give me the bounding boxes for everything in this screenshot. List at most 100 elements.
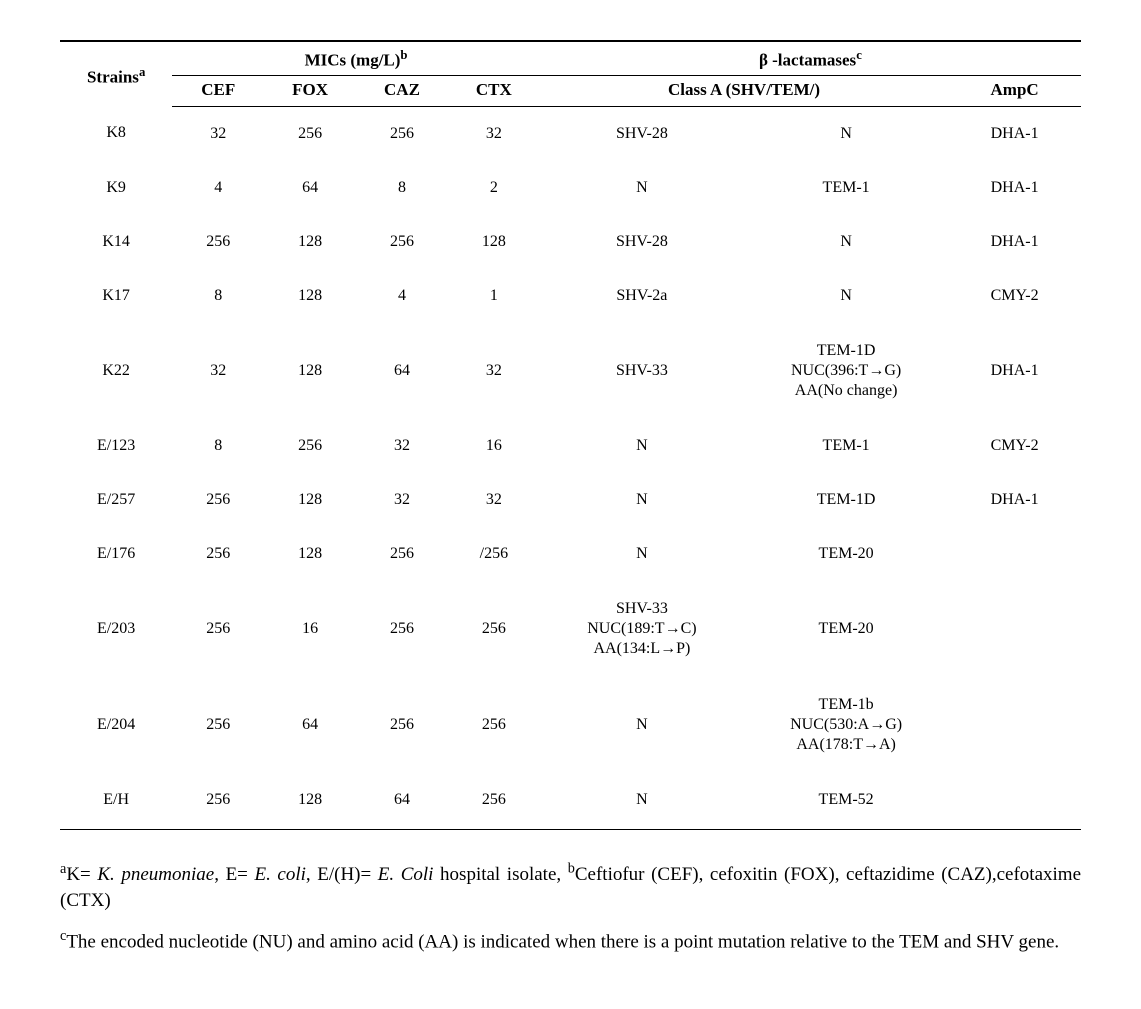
cell-ampc: DHA-1 [948, 473, 1081, 527]
footnote-c: cThe encoded nucleotide (NU) and amino a… [60, 927, 1081, 955]
cell-fox: 128 [264, 473, 356, 527]
header-beta-text: β -lactamases [759, 51, 856, 70]
cell-ampc [948, 581, 1081, 677]
header-ctx: CTX [448, 75, 540, 106]
cell-tem: TEM-1DNUC(396:T→G)AA(No change) [744, 323, 948, 419]
cell-ampc [948, 773, 1081, 830]
cell-fox: 256 [264, 419, 356, 473]
cell-fox: 64 [264, 677, 356, 773]
cell-ampc: DHA-1 [948, 161, 1081, 215]
cell-fox: 128 [264, 269, 356, 323]
cell-ctx: 256 [448, 677, 540, 773]
header-cef: CEF [172, 75, 264, 106]
cell-strain: K17 [60, 269, 172, 323]
cell-cef: 4 [172, 161, 264, 215]
cell-cef: 8 [172, 419, 264, 473]
cell-strain: E/203 [60, 581, 172, 677]
header-fox: FOX [264, 75, 356, 106]
table-row: E/12382563216NTEM-1CMY-2 [60, 419, 1081, 473]
cell-caz: 4 [356, 269, 448, 323]
table-row: E/20425664256256NTEM-1bNUC(530:A→G)AA(17… [60, 677, 1081, 773]
cell-ampc [948, 677, 1081, 773]
table-row: E/2572561283232NTEM-1DDHA-1 [60, 473, 1081, 527]
cell-ctx: 32 [448, 323, 540, 419]
cell-cef: 32 [172, 106, 264, 161]
cell-shv: SHV-28 [540, 106, 744, 161]
mic-table: Strainsa MICs (mg/L)b β -lactamasesc CEF… [60, 40, 1081, 830]
cell-tem: N [744, 106, 948, 161]
cell-ampc: CMY-2 [948, 269, 1081, 323]
table-row: K14256128256128SHV-28NDHA-1 [60, 215, 1081, 269]
cell-caz: 64 [356, 773, 448, 830]
cell-cef: 256 [172, 677, 264, 773]
cell-ctx: /256 [448, 527, 540, 581]
cell-caz: 256 [356, 106, 448, 161]
header-strains-text: Strains [87, 68, 139, 87]
cell-shv: N [540, 773, 744, 830]
cell-tem: N [744, 269, 948, 323]
cell-strain: K14 [60, 215, 172, 269]
cell-fox: 128 [264, 323, 356, 419]
header-strains: Strainsa [60, 41, 172, 106]
cell-ctx: 32 [448, 473, 540, 527]
header-beta: β -lactamasesc [540, 41, 1081, 75]
header-mics: MICs (mg/L)b [172, 41, 540, 75]
cell-caz: 256 [356, 581, 448, 677]
cell-cef: 256 [172, 773, 264, 830]
cell-shv: SHV-28 [540, 215, 744, 269]
cell-strain: E/123 [60, 419, 172, 473]
footnote-a: aK= K. pneumoniae, E= E. coli, E/(H)= E.… [60, 860, 1081, 914]
table-row: E/H25612864256NTEM-52 [60, 773, 1081, 830]
cell-ampc: DHA-1 [948, 215, 1081, 269]
header-mics-text: MICs (mg/L) [305, 51, 401, 70]
cell-tem: TEM-20 [744, 581, 948, 677]
cell-tem: TEM-52 [744, 773, 948, 830]
cell-shv: SHV-2a [540, 269, 744, 323]
cell-caz: 64 [356, 323, 448, 419]
cell-ctx: 16 [448, 419, 540, 473]
cell-ctx: 128 [448, 215, 540, 269]
cell-cef: 256 [172, 215, 264, 269]
cell-tem: TEM-1bNUC(530:A→G)AA(178:T→A) [744, 677, 948, 773]
cell-shv: N [540, 527, 744, 581]
cell-ampc: DHA-1 [948, 106, 1081, 161]
cell-ampc [948, 527, 1081, 581]
cell-caz: 256 [356, 677, 448, 773]
header-ampc: AmpC [948, 75, 1081, 106]
cell-fox: 128 [264, 773, 356, 830]
cell-tem: TEM-1 [744, 161, 948, 215]
cell-tem: N [744, 215, 948, 269]
cell-ctx: 256 [448, 773, 540, 830]
cell-strain: E/H [60, 773, 172, 830]
header-beta-sup: c [856, 48, 862, 62]
cell-strain: E/257 [60, 473, 172, 527]
cell-caz: 256 [356, 215, 448, 269]
cell-fox: 128 [264, 215, 356, 269]
table-row: K946482NTEM-1DHA-1 [60, 161, 1081, 215]
footnotes: aK= K. pneumoniae, E= E. coli, E/(H)= E.… [60, 860, 1081, 956]
table-row: K22321286432SHV-33TEM-1DNUC(396:T→G)AA(N… [60, 323, 1081, 419]
cell-strain: K9 [60, 161, 172, 215]
cell-shv: N [540, 161, 744, 215]
cell-ctx: 256 [448, 581, 540, 677]
cell-fox: 256 [264, 106, 356, 161]
footnote-c-text: The encoded nucleotide (NU) and amino ac… [66, 932, 1059, 953]
cell-tem: TEM-20 [744, 527, 948, 581]
cell-strain: E/204 [60, 677, 172, 773]
cell-tem: TEM-1 [744, 419, 948, 473]
cell-caz: 8 [356, 161, 448, 215]
header-mics-sup: b [400, 48, 407, 62]
header-caz: CAZ [356, 75, 448, 106]
cell-cef: 32 [172, 323, 264, 419]
cell-cef: 256 [172, 527, 264, 581]
cell-cef: 8 [172, 269, 264, 323]
cell-shv: SHV-33 [540, 323, 744, 419]
cell-fox: 64 [264, 161, 356, 215]
cell-ampc: DHA-1 [948, 323, 1081, 419]
table-row: E/176256128256/256NTEM-20 [60, 527, 1081, 581]
cell-shv: SHV-33NUC(189:T→C)AA(134:L→P) [540, 581, 744, 677]
cell-ctx: 1 [448, 269, 540, 323]
cell-shv: N [540, 419, 744, 473]
header-classA: Class A (SHV/TEM/) [540, 75, 948, 106]
table-row: K17812841SHV-2aNCMY-2 [60, 269, 1081, 323]
